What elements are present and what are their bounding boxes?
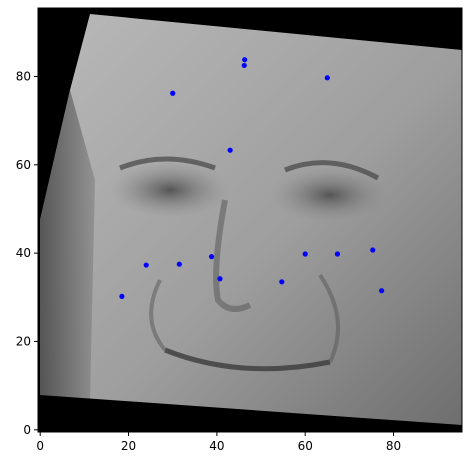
keypoint-marker <box>302 251 308 257</box>
nose-shading <box>213 199 252 312</box>
left-brow-line <box>119 156 216 171</box>
y-tick-label: 40 <box>16 246 31 260</box>
right-eye-region <box>270 167 390 223</box>
face-image <box>40 14 462 432</box>
image-bottom-edge <box>40 395 462 432</box>
plot-frame <box>37 7 463 433</box>
cheek-fold-right <box>318 273 340 363</box>
x-tick-label: 60 <box>298 439 313 453</box>
x-axis: 0 20 40 60 80 <box>36 432 401 453</box>
keypoint-marker <box>227 147 233 153</box>
right-brow-line <box>284 160 380 181</box>
mouth-line <box>164 347 331 372</box>
keypoint-marker <box>170 90 176 96</box>
left-eye-region <box>110 162 230 218</box>
plot-area <box>38 8 462 432</box>
keypoint-marker <box>370 247 376 253</box>
keypoint-marker <box>334 251 341 257</box>
y-tick-label: 20 <box>16 334 31 348</box>
y-tick-label: 60 <box>16 158 31 172</box>
keypoint-marker <box>176 261 182 267</box>
keypoint-marker <box>143 262 149 268</box>
keypoint-markers <box>119 57 385 300</box>
y-tick-label: 80 <box>16 69 31 83</box>
y-tick-label: 0 <box>23 423 31 437</box>
y-axis: 0 20 40 60 80 <box>16 69 38 437</box>
keypoint-marker <box>379 288 385 294</box>
cheek-fold-left <box>149 279 167 352</box>
keypoint-marker <box>324 75 330 81</box>
keypoint-marker <box>241 62 247 69</box>
x-tick-label: 80 <box>386 439 401 453</box>
keypoint-marker <box>119 293 125 300</box>
keypoint-marker <box>242 57 248 63</box>
keypoint-marker <box>217 276 223 282</box>
x-tick-label: 20 <box>121 439 136 453</box>
keypoint-marker <box>279 279 285 285</box>
x-tick-label: 40 <box>209 439 224 453</box>
image-left-shading <box>40 90 95 400</box>
x-tick-label: 0 <box>36 439 44 453</box>
keypoint-marker <box>208 254 215 260</box>
